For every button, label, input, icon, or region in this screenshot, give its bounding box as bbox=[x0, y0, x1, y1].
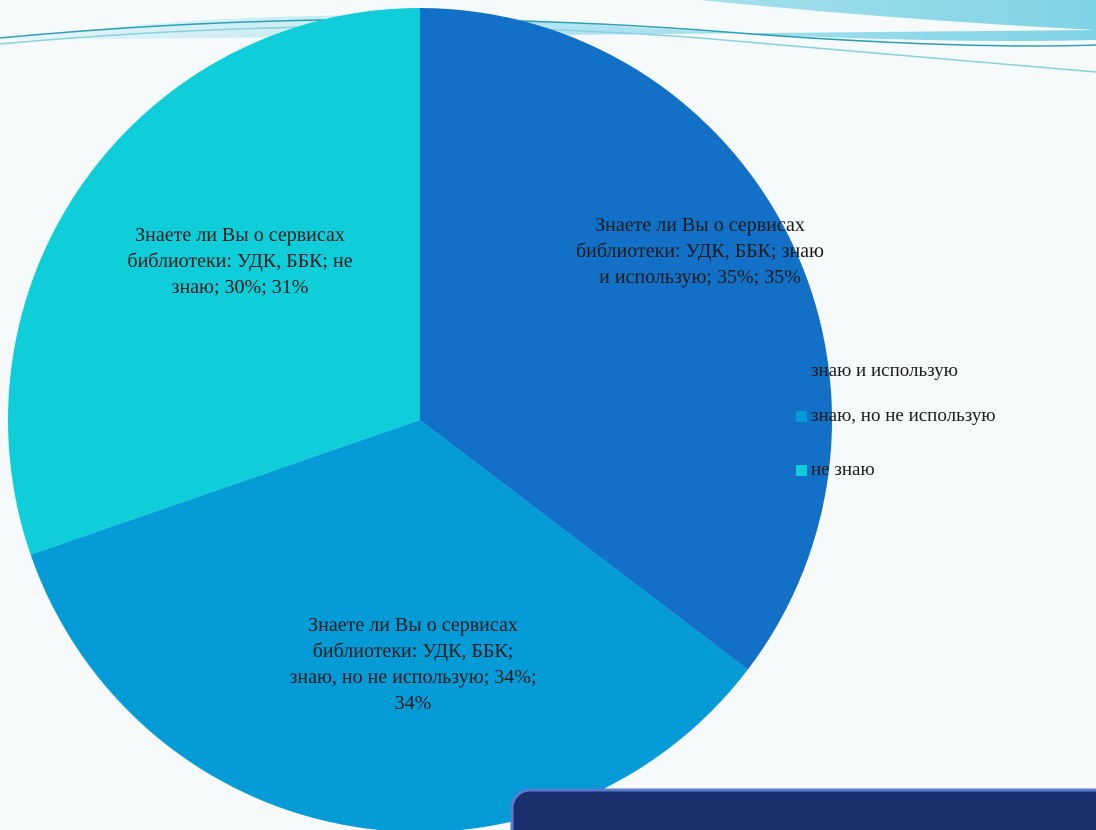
label-part: Знаете ли Вы о сервисах библиотеки: УДК,… bbox=[576, 214, 805, 262]
pie-slice bbox=[8, 8, 421, 555]
label-part: 34% bbox=[494, 666, 531, 688]
label-part: ; bbox=[483, 666, 495, 688]
label-part: ; bbox=[507, 640, 514, 662]
data-label: Знаете ли Вы о сервисах библиотеки: УДК,… bbox=[288, 612, 538, 716]
legend-entry: знаю, но не использую bbox=[796, 405, 996, 427]
decor-line bbox=[0, 18, 1096, 47]
label-part: ; bbox=[261, 276, 272, 298]
decor-line bbox=[0, 25, 1096, 73]
label-part: знаю, но не использую bbox=[289, 666, 484, 688]
label-part: 35% bbox=[716, 266, 754, 288]
label-part: 34% bbox=[394, 692, 432, 714]
data-label: Знаете ли Вы о сервисах библиотеки: УДК,… bbox=[575, 212, 825, 290]
pie bbox=[8, 8, 832, 830]
legend-label: знаю, но не использую bbox=[811, 405, 996, 426]
legend-entry: знаю и использую bbox=[796, 360, 958, 382]
legend-label: знаю и использую bbox=[811, 360, 958, 381]
decor-box bbox=[510, 788, 1096, 830]
decor-swoosh bbox=[0, 0, 1096, 41]
data-label: Знаете ли Вы о сервисах библиотеки: УДК,… bbox=[115, 222, 365, 300]
legend-entry: не знаю bbox=[796, 459, 875, 481]
legend-marker bbox=[796, 410, 807, 422]
label-part: ; bbox=[771, 240, 782, 262]
label-part: Знаете ли Вы о сервисах библиотеки: УДК,… bbox=[308, 614, 518, 662]
label-part: 35% bbox=[764, 266, 801, 288]
label-part: 30% bbox=[224, 276, 262, 298]
label-part: ; bbox=[530, 666, 537, 688]
legend-label: не знаю bbox=[811, 459, 875, 480]
label-part: не знаю bbox=[171, 250, 353, 298]
label-part: ; bbox=[753, 266, 765, 288]
label-part: ; bbox=[213, 276, 225, 298]
label-part: знаю и использую bbox=[599, 240, 824, 288]
label-part: 31% bbox=[271, 276, 309, 298]
pie-slice bbox=[30, 420, 748, 830]
pie-slice bbox=[420, 8, 832, 670]
legend-marker bbox=[796, 464, 807, 476]
label-part: Знаете ли Вы о сервисах библиотеки: УДК,… bbox=[127, 224, 345, 272]
label-part: ; bbox=[706, 266, 717, 288]
label-part: ; bbox=[322, 250, 333, 272]
legend-marker bbox=[796, 365, 807, 377]
